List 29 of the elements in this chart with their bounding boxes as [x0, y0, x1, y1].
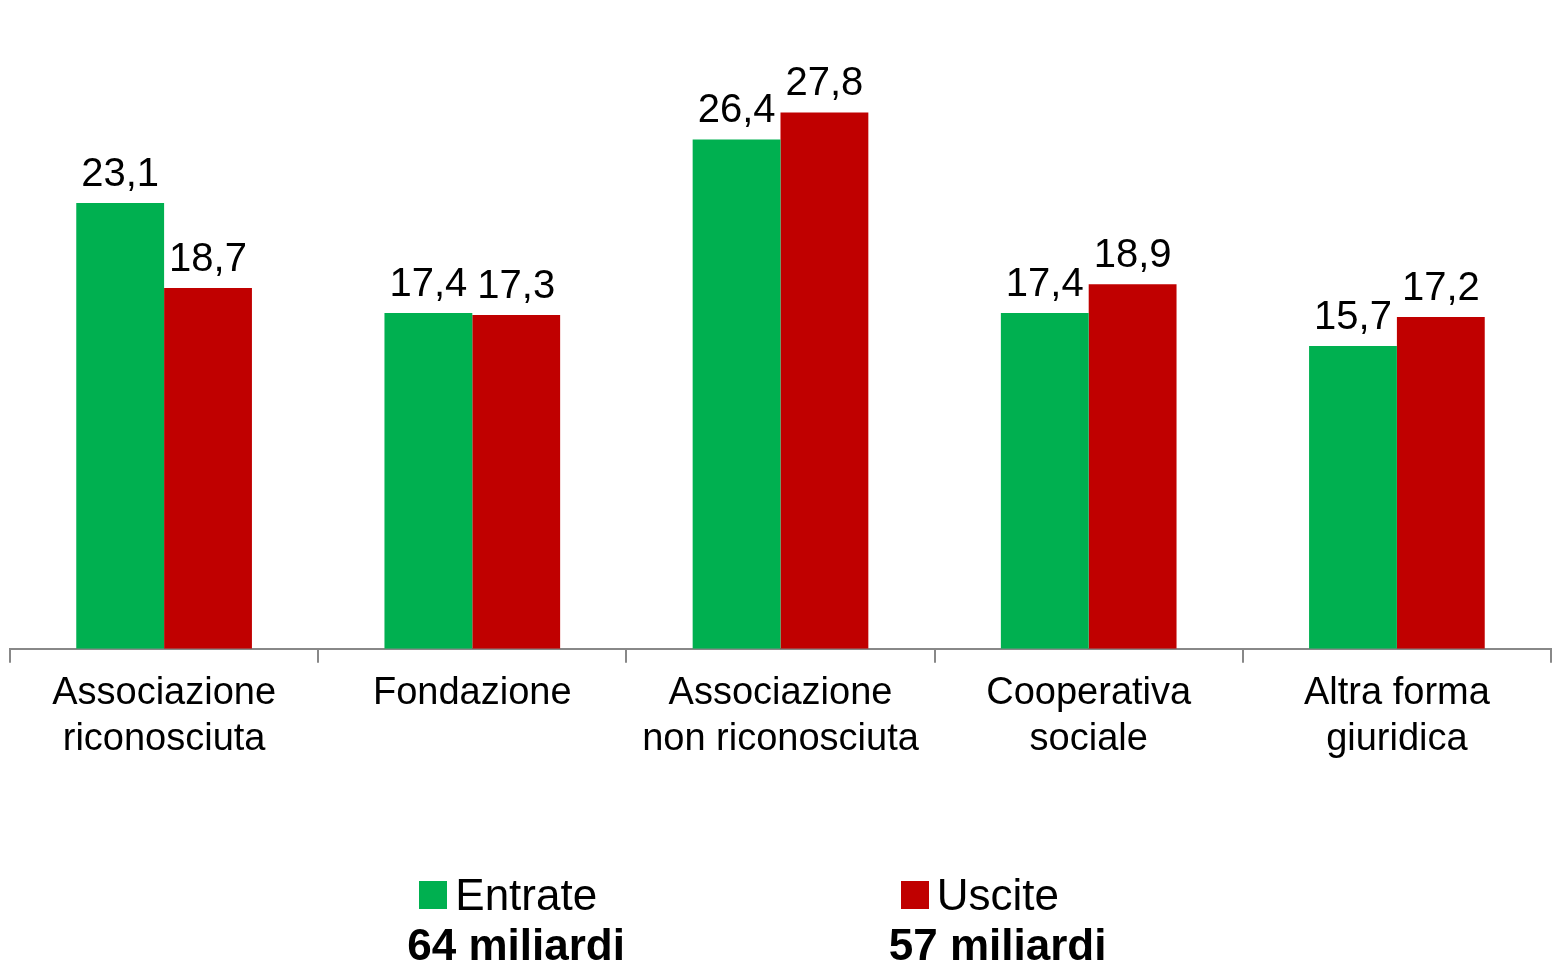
- legend-label: Entrate: [455, 870, 598, 920]
- bar: [780, 112, 869, 649]
- data-label: 15,7: [1314, 292, 1392, 337]
- text: 57 miliardi: [888, 920, 1107, 966]
- bar: [1088, 284, 1177, 649]
- data-label: 18,7: [169, 235, 247, 280]
- data-label: 17,4: [389, 260, 468, 305]
- x-tick-label: Altra forma giuridica: [1303, 670, 1491, 758]
- bar: [76, 203, 165, 649]
- data-label: 17,2: [1401, 263, 1480, 308]
- bar: [692, 139, 781, 649]
- data-label: 18,9: [1093, 231, 1172, 276]
- x-tick-label: Fondazione: [373, 670, 572, 713]
- bar: [1000, 313, 1089, 649]
- data-label: 23,1: [81, 150, 160, 195]
- data-label: 17,4: [1005, 260, 1084, 305]
- bar: [164, 288, 252, 649]
- data-label: 27,8: [785, 59, 864, 104]
- x-tick-label: Cooperativa sociale: [986, 670, 1193, 758]
- data-label: 26,4: [697, 86, 776, 131]
- bar: [384, 313, 473, 649]
- bar: [1396, 316, 1485, 649]
- legend-label: Uscite: [936, 870, 1059, 920]
- x-tick-label: Associazione riconosciuta: [52, 670, 277, 758]
- x-tick-label: Associazione non riconosciuta: [642, 670, 920, 758]
- data-label: 17,3: [477, 262, 556, 307]
- text: 64 miliardi: [407, 920, 625, 966]
- bar: [1309, 345, 1397, 649]
- bar: [472, 315, 561, 649]
